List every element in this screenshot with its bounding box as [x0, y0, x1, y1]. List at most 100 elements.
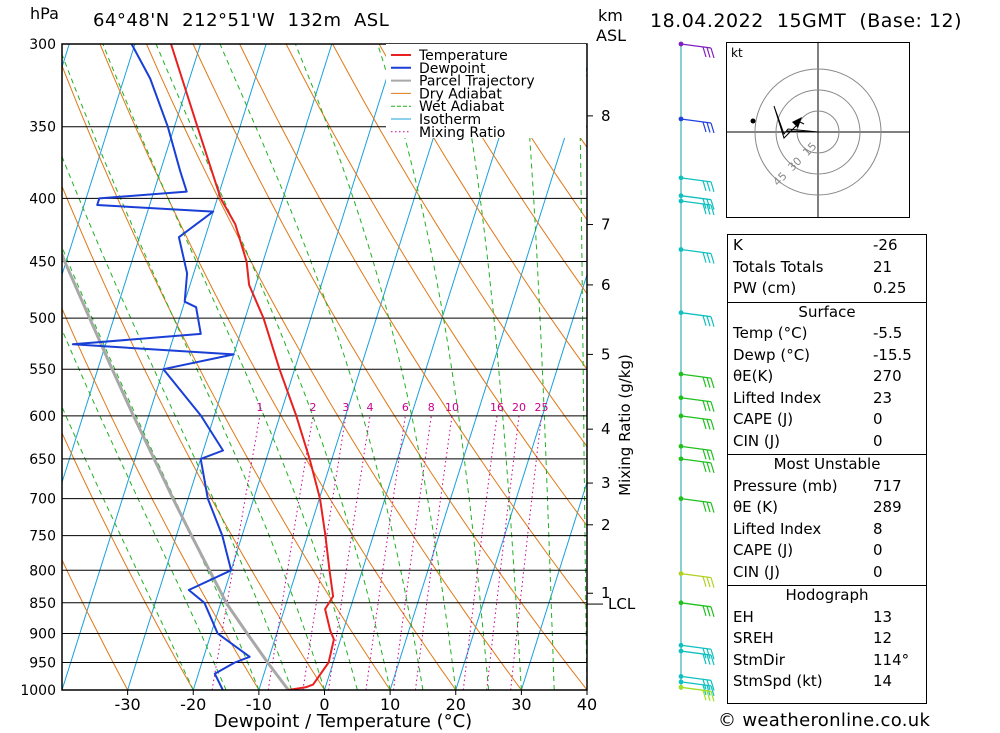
wind-barb-feather	[710, 122, 715, 134]
dry-adiabat-line	[378, 44, 587, 370]
mixing-ratio-line	[365, 415, 406, 690]
index-row: Lifted Index 23	[728, 388, 926, 410]
mixing-ratio-line	[211, 415, 261, 690]
wind-barb-feather	[702, 315, 707, 326]
index-value: 717	[873, 476, 902, 495]
wind-barb-shaft	[680, 445, 712, 451]
legend-entry: Mixing Ratio	[419, 125, 505, 141]
isotherm-line	[62, 44, 136, 277]
wind-barb-feather	[702, 576, 707, 587]
wet-adiabat-line	[377, 44, 490, 690]
km-tick-label: 5	[601, 345, 611, 363]
index-label: EH	[733, 607, 754, 626]
wind-barb-feather	[702, 653, 707, 665]
wet-adiabat-line	[455, 44, 522, 690]
isotherm-line	[0, 44, 4, 690]
wind-barb-shaft	[680, 118, 712, 124]
wet-adiabat-line	[62, 155, 293, 690]
x-tick-label: -30	[115, 695, 141, 714]
index-value: 0	[873, 562, 883, 581]
wind-barb-feather	[710, 199, 715, 210]
hodograph-ring	[754, 68, 882, 196]
wind-barb-feather	[710, 401, 715, 412]
wind-level-dot	[678, 642, 684, 648]
index-row: θE (K) 289	[728, 497, 926, 519]
index-value: -15.5	[873, 345, 912, 364]
hodograph-unit: kt	[731, 46, 743, 60]
index-label: Temp (°C)	[733, 324, 808, 342]
panel-divider	[728, 301, 926, 303]
wind-barb-feather	[710, 691, 715, 702]
wind-barb-feather	[706, 690, 711, 701]
pressure-tick-label: 850	[29, 596, 56, 612]
mixing-ratio-line	[486, 415, 520, 690]
wind-level-dot	[678, 175, 684, 181]
wind-barb-feather	[702, 46, 707, 58]
section-title: Hodograph	[785, 586, 869, 604]
index-value: -5.5	[873, 324, 903, 342]
wind-level-dot	[678, 679, 684, 685]
station-location: 64°48'N 212°51'W 132m ASL	[93, 10, 390, 31]
km-tick-label: 3	[601, 474, 611, 492]
isotherm-line	[389, 65, 587, 690]
wind-barb-feather	[710, 253, 715, 264]
mixing-ratio-axis-title: Mixing Ratio (g/kg)	[616, 354, 634, 496]
index-value: 12	[873, 629, 893, 647]
wind-level-dot	[678, 600, 684, 606]
wind-barb-feather	[702, 203, 707, 215]
wind-level-dot	[678, 395, 684, 401]
x-tick-label: 10	[380, 695, 400, 714]
sounding-profiles	[62, 44, 335, 690]
index-label: CAPE (J)	[733, 541, 794, 559]
wind-barb-shaft	[680, 681, 712, 687]
dry-adiabat-line	[425, 44, 587, 295]
pressure-tick-label: 300	[29, 37, 56, 53]
index-label: Lifted Index	[733, 388, 822, 407]
wind-level-dot	[678, 571, 684, 577]
wind-barb-shaft	[680, 43, 712, 49]
mixing-ratio-label: 25	[535, 401, 549, 414]
section-title: Surface	[798, 302, 856, 321]
panel-divider	[728, 585, 926, 586]
isotherm-line	[127, 44, 333, 690]
mixing-ratio-label: 8	[428, 401, 435, 414]
legend-entry: Dry Adiabat	[419, 86, 502, 102]
wind-barb-shaft	[680, 312, 712, 318]
pressure-tick-label: 750	[29, 529, 56, 545]
index-row: CAPE (J) 0	[728, 540, 926, 562]
wind-level-dot	[678, 41, 684, 47]
wind-barb-feather	[702, 121, 707, 133]
wind-barb-feather	[710, 654, 715, 666]
wind-barb-shaft	[680, 602, 712, 608]
wind-barb-feather	[710, 577, 715, 588]
wind-barb-feather	[702, 252, 707, 263]
hodograph-point	[750, 118, 756, 124]
lcl-label: LCL	[608, 595, 636, 613]
mixing-ratio-line	[414, 415, 453, 690]
wind-barb-feather	[706, 606, 711, 617]
legend-entry: Wet Adiabat	[419, 99, 505, 115]
wind-barb-feather	[706, 654, 711, 665]
wind-barb-shaft	[680, 200, 712, 206]
pressure-tick-label: 1000	[20, 683, 56, 699]
wind-barb-shaft	[680, 644, 712, 650]
wet-adiabat-line	[294, 44, 457, 690]
mixing-ratio-line	[267, 415, 314, 690]
km-tick-label: 7	[601, 216, 611, 234]
index-value: 13	[873, 607, 893, 626]
wind-barb-feather	[710, 462, 715, 474]
wind-barb-shaft	[680, 373, 712, 379]
index-value: -26	[873, 236, 898, 254]
temperature-line	[170, 44, 335, 690]
index-label: θE(K)	[733, 367, 774, 385]
index-row: EH 13	[728, 607, 926, 629]
mixing-ratio-line	[328, 415, 371, 690]
storm-motion-marker	[792, 117, 802, 128]
index-row: CAPE (J) 0	[728, 409, 926, 431]
wind-barb-feather	[702, 605, 707, 616]
hpa-axis-unit: hPa	[30, 4, 59, 23]
wind-barb-feather	[702, 648, 707, 659]
wind-barb-feather	[702, 180, 707, 192]
